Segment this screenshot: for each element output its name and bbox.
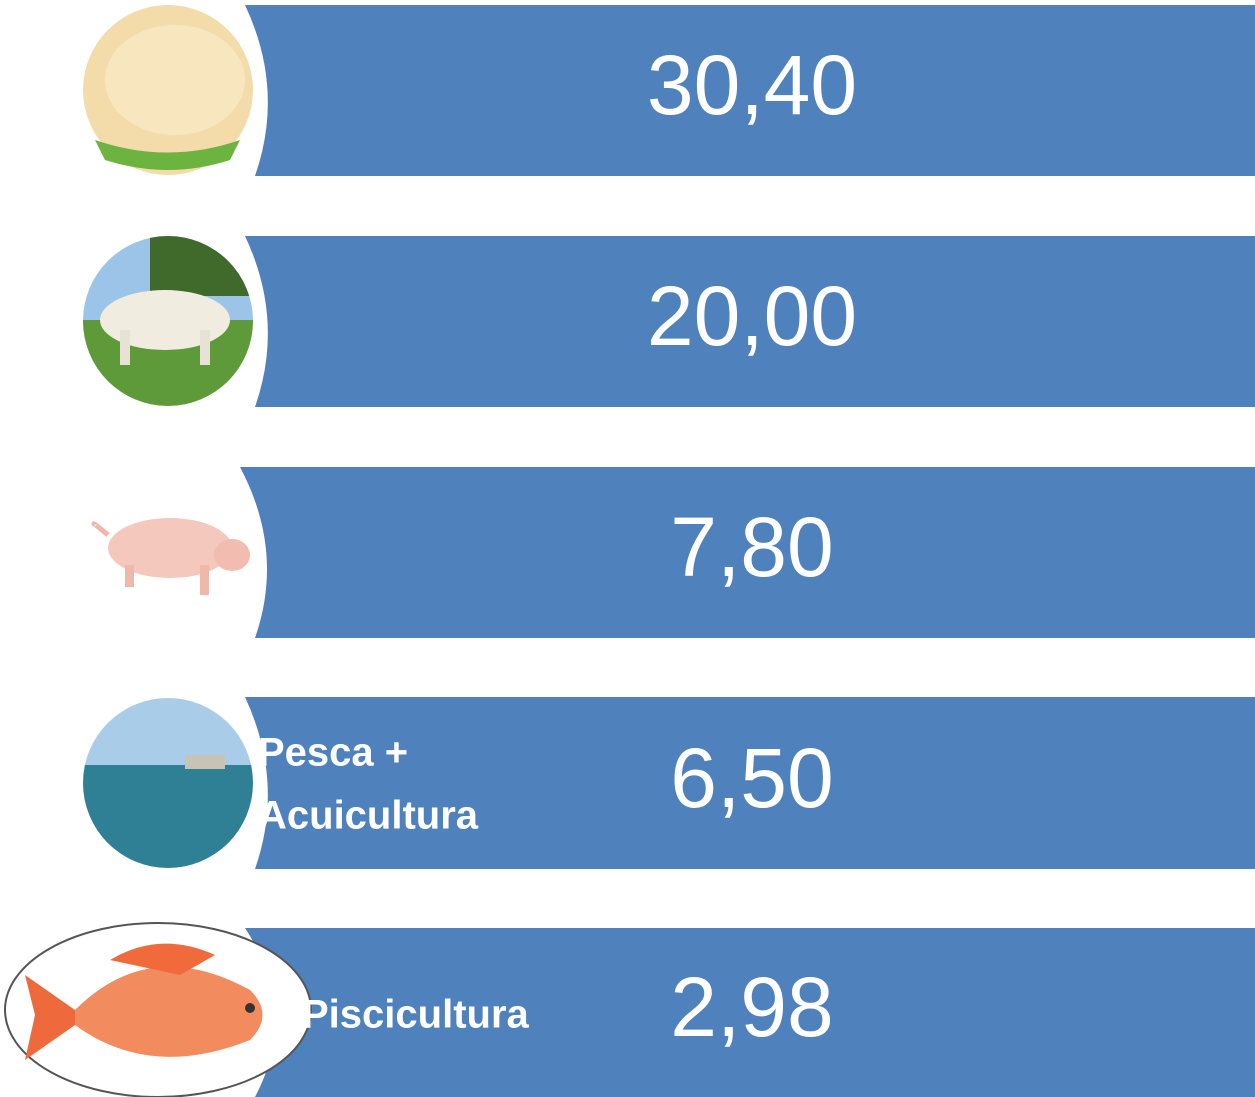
chicken-body — [105, 25, 245, 135]
pig-image — [91, 518, 250, 595]
row: 7,80 — [80, 464, 1255, 640]
label: Pesca + — [258, 731, 408, 775]
value: 2,98 — [670, 960, 834, 1054]
band — [245, 236, 1255, 407]
row: Piscicultura 2,98 — [4, 922, 1255, 1097]
lettuce — [95, 140, 240, 170]
row: Pesca + Acuicultura 6,50 — [80, 695, 1255, 871]
value: 30,40 — [647, 38, 857, 132]
row: 30,40 — [80, 2, 1255, 178]
value: 7,80 — [670, 500, 834, 594]
band — [245, 928, 1255, 1097]
value: 20,00 — [647, 269, 857, 363]
band — [245, 5, 1255, 176]
label: Acuicultura — [258, 794, 479, 838]
band — [240, 467, 1255, 638]
row: 20,00 — [80, 233, 1255, 409]
value: 6,50 — [670, 731, 834, 825]
label: Piscicultura — [302, 993, 530, 1037]
band — [245, 697, 1255, 869]
fish-image — [25, 943, 263, 1060]
